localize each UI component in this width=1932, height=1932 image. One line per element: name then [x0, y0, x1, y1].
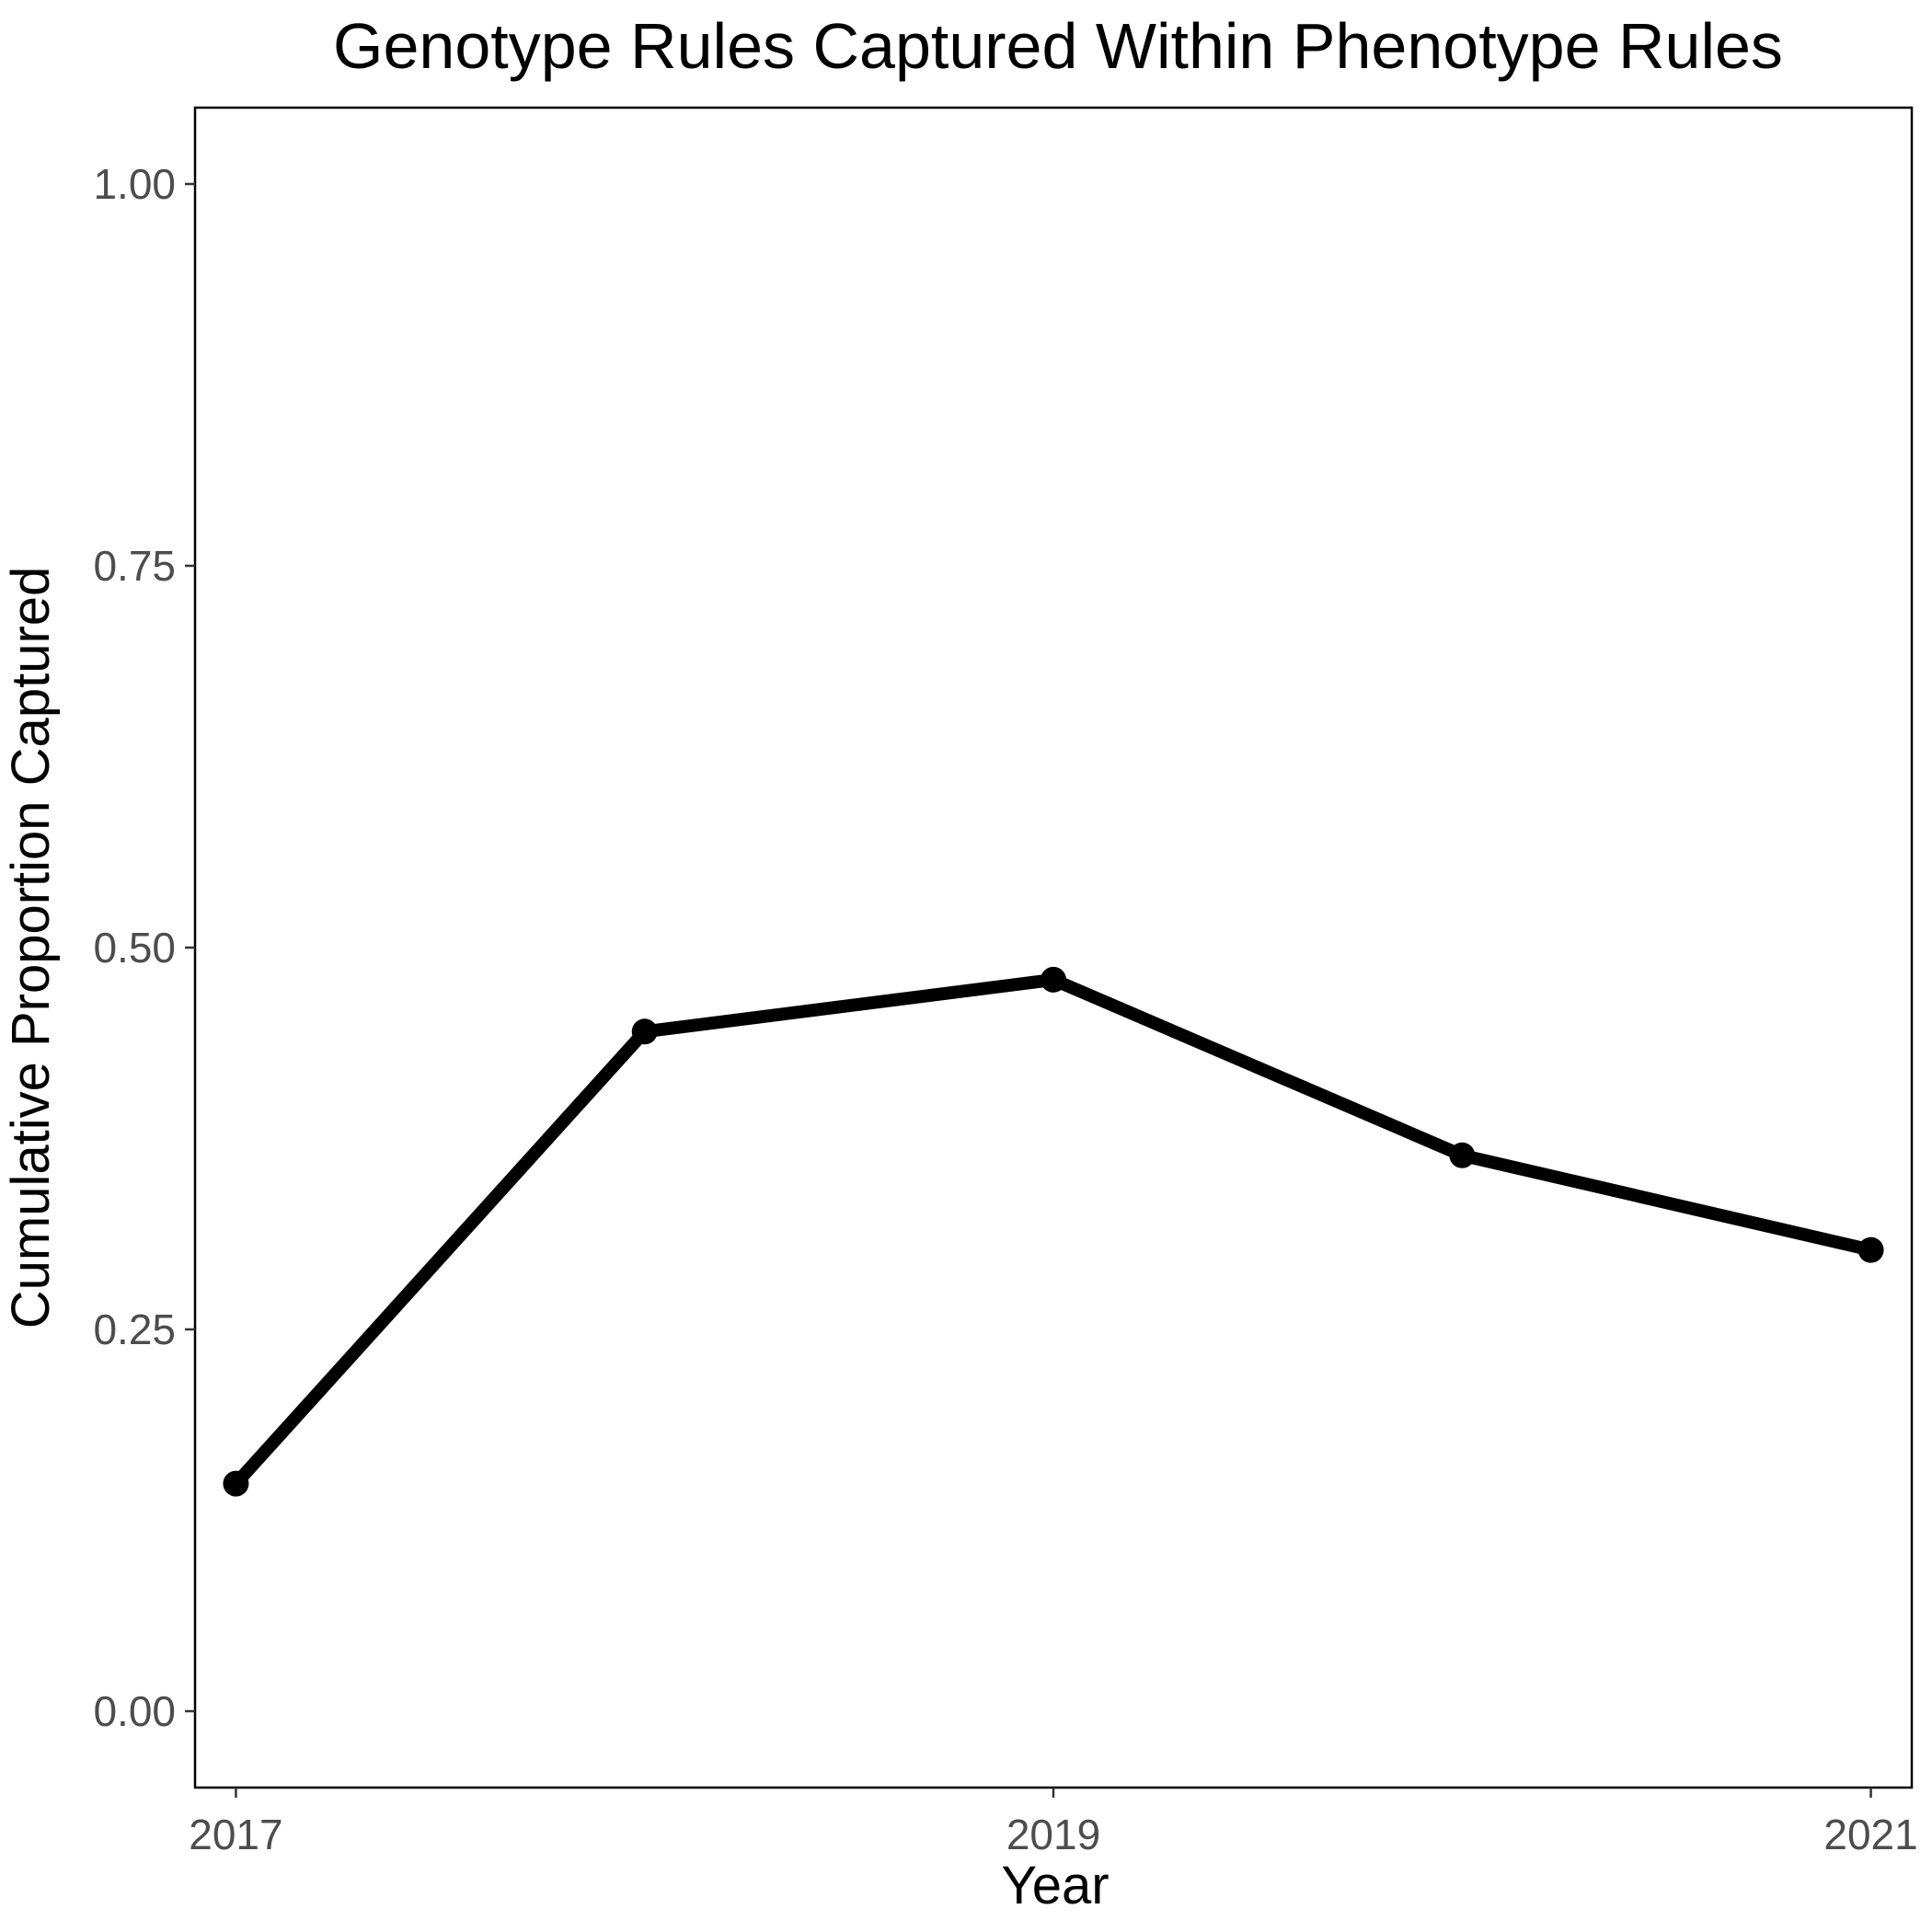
y-tick-label: 0.50 — [93, 924, 176, 972]
data-point — [631, 1018, 658, 1045]
y-tick-label: 0.25 — [93, 1305, 176, 1353]
data-point — [223, 1470, 249, 1497]
y-tick-label: 0.75 — [93, 542, 176, 590]
x-tick-label: 2021 — [1823, 1811, 1917, 1858]
x-axis-title: Year — [1001, 1856, 1109, 1915]
series-layer — [223, 966, 1884, 1497]
y-tick-label: 0.00 — [93, 1687, 176, 1735]
y-axis-title: Cumulative Proportion Captured — [1, 567, 61, 1329]
x-tick-label: 2017 — [189, 1811, 282, 1858]
x-tick-label: 2019 — [1006, 1811, 1100, 1858]
y-tick-label: 1.00 — [93, 160, 176, 208]
x-axis: 2017 2019 2021 — [189, 1788, 1918, 1858]
data-point — [1449, 1142, 1476, 1168]
data-point — [1041, 966, 1066, 993]
y-axis: 0.00 0.25 0.50 0.75 1.00 — [93, 160, 195, 1735]
chart-title: Genotype Rules Captured Within Phenotype… — [333, 10, 1783, 82]
data-point — [1857, 1236, 1884, 1263]
